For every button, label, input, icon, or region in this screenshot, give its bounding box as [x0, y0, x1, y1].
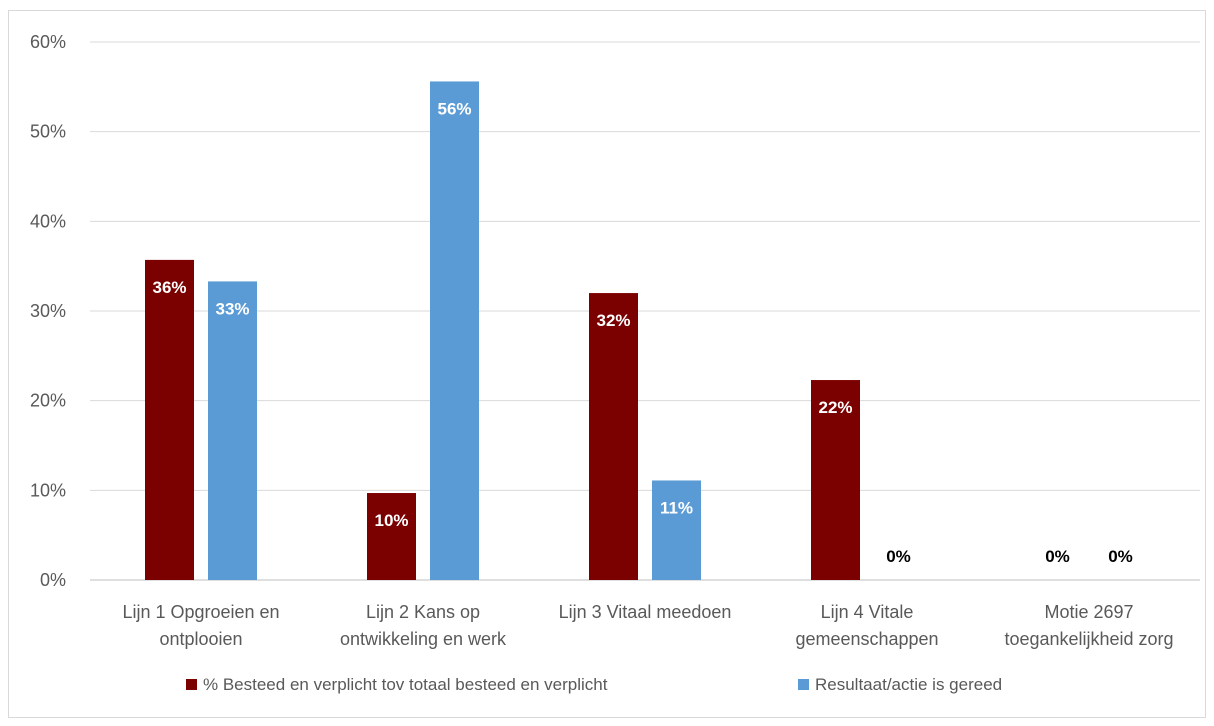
data-label: 32% [596, 311, 630, 330]
bar-besteed [811, 380, 860, 580]
y-tick-label: 20% [30, 391, 66, 411]
y-tick-label: 40% [30, 211, 66, 231]
y-axis-labels: 0% 10% 20% 30% 40% 50% 60% [30, 32, 66, 590]
x-category-label: Motie 2697 [1044, 602, 1133, 622]
legend-label: % Besteed en verplicht tov totaal bestee… [203, 675, 608, 694]
bar-besteed [367, 493, 416, 580]
data-label: 36% [152, 278, 186, 297]
bar-resultaat [208, 281, 257, 580]
data-label: 10% [374, 511, 408, 530]
x-category-label: ontplooien [159, 629, 242, 649]
data-label: 56% [437, 99, 471, 118]
legend-swatch [798, 679, 809, 690]
legend: % Besteed en verplicht tov totaal bestee… [186, 675, 1002, 694]
data-labels: 36% 33% 10% 56% 32% 11% 22% 0% 0% 0% [152, 99, 1132, 566]
data-label: 33% [215, 299, 249, 318]
x-category-label: Lijn 3 Vitaal meedoen [559, 602, 732, 622]
data-label: 22% [818, 398, 852, 417]
x-category-label: Lijn 2 Kans op [366, 602, 480, 622]
x-category-label: Lijn 1 Opgroeien en [122, 602, 279, 622]
x-category-label: Lijn 4 Vitale [821, 602, 914, 622]
y-tick-label: 60% [30, 32, 66, 52]
gridlines [90, 41, 1200, 581]
legend-label: Resultaat/actie is gereed [815, 675, 1002, 694]
y-tick-label: 50% [30, 122, 66, 142]
data-label: 0% [1108, 547, 1133, 566]
bar-resultaat [652, 480, 701, 580]
legend-swatch [186, 679, 197, 690]
x-category-label: toegankelijkheid zorg [1004, 629, 1173, 649]
data-label: 0% [886, 547, 911, 566]
bar-besteed [145, 259, 194, 580]
y-tick-label: 30% [30, 301, 66, 321]
bar-besteed [589, 293, 638, 580]
data-label: 0% [1045, 547, 1070, 566]
y-tick-label: 0% [40, 570, 66, 590]
x-axis-labels: Lijn 1 Opgroeien en ontplooien Lijn 2 Kans… [122, 602, 1173, 649]
x-category-label: gemeenschappen [795, 629, 938, 649]
y-tick-label: 10% [30, 480, 66, 500]
data-label: 11% [660, 498, 693, 517]
bar-resultaat [430, 81, 479, 580]
bars [145, 81, 860, 580]
x-category-label: ontwikkeling en werk [340, 629, 507, 649]
